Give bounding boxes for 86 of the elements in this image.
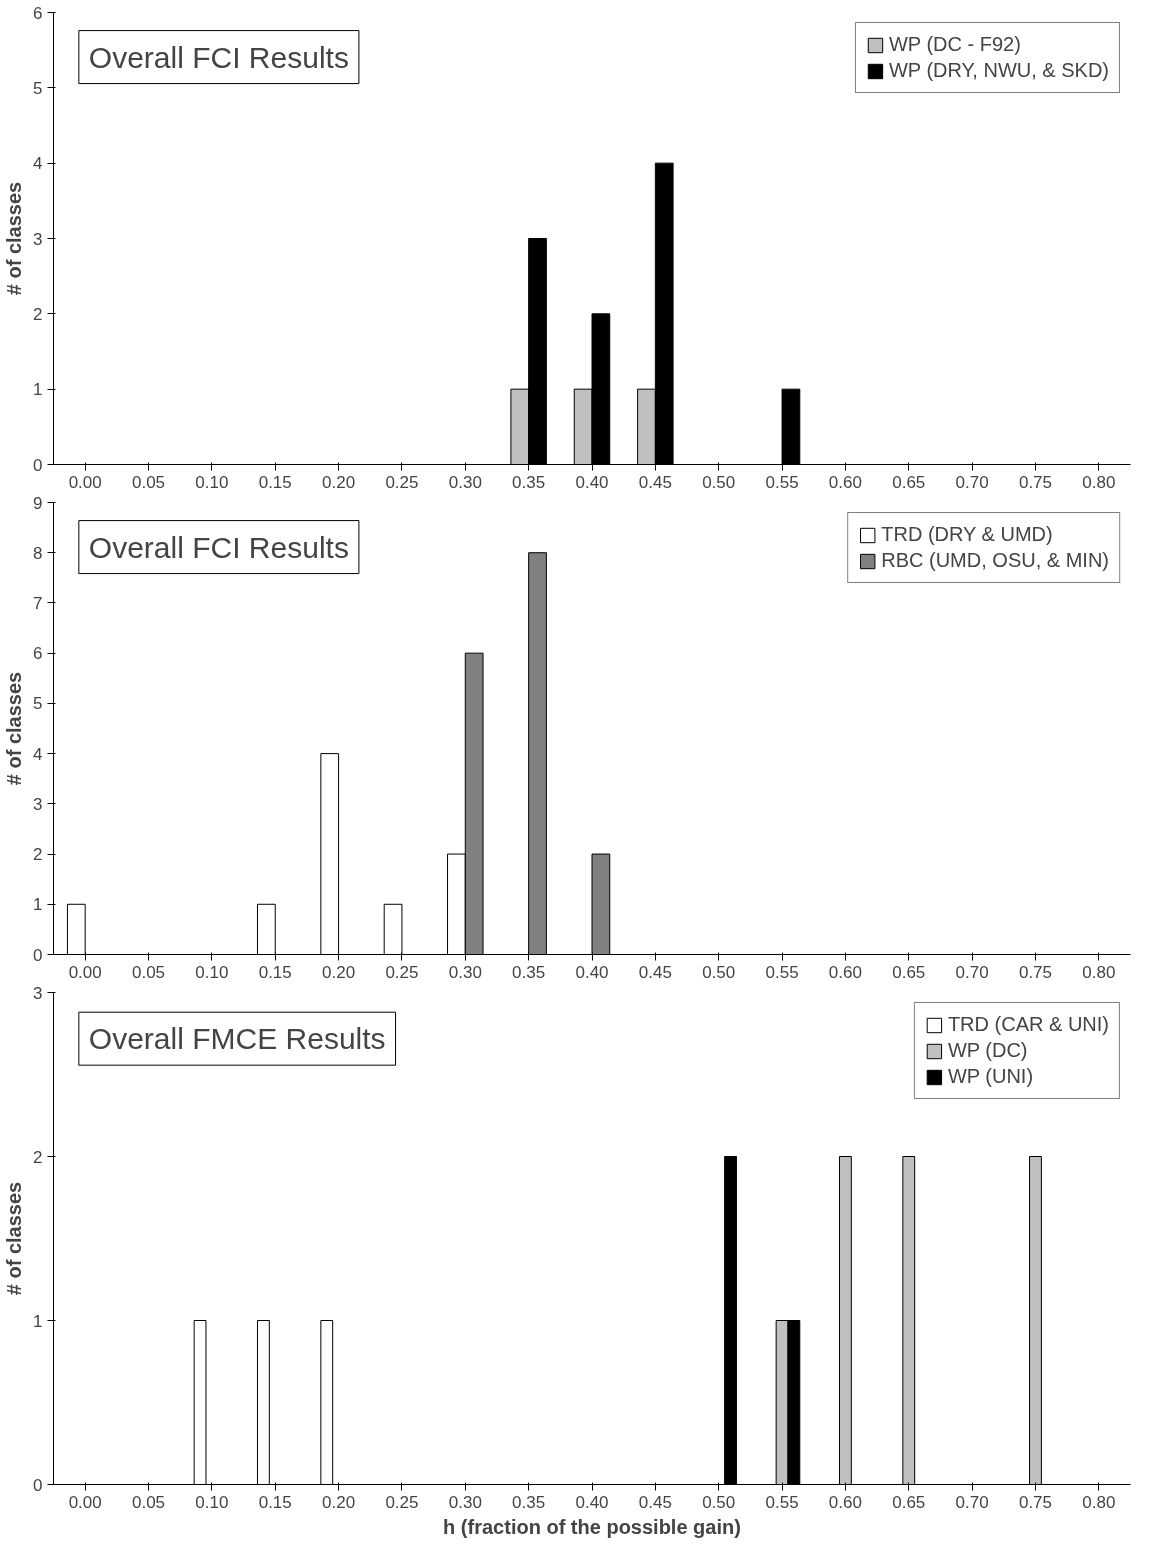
y-tick-label: 1 xyxy=(33,1311,43,1331)
x-tick-label: 0.40 xyxy=(575,1492,609,1512)
x-tick-label: 0.45 xyxy=(638,1492,672,1512)
y-tick-label: 8 xyxy=(33,543,43,563)
y-tick-label: 2 xyxy=(33,845,43,865)
x-tick-label: 0.35 xyxy=(512,962,546,982)
x-tick-label: 0.55 xyxy=(765,472,799,492)
x-tick-label: 0.10 xyxy=(195,1492,229,1512)
x-tick-label: 0.05 xyxy=(131,472,166,492)
legend-label: WP (DRY, NWU, & SKD) xyxy=(888,59,1109,82)
x-tick-label: 0.50 xyxy=(702,962,736,982)
x-tick-label: 0.15 xyxy=(258,962,292,982)
y-tick-label: 7 xyxy=(33,593,43,613)
y-tick-label: 1 xyxy=(33,895,43,915)
x-tick-label: 0.20 xyxy=(322,472,356,492)
y-tick-label: 3 xyxy=(33,229,43,249)
x-tick-label: 0.45 xyxy=(638,472,672,492)
x-tick-label: 0.65 xyxy=(892,962,926,982)
text: Overall FCI Results xyxy=(88,40,349,74)
x-tick-label: 0.50 xyxy=(702,472,736,492)
x-tick-label: 0.55 xyxy=(765,1492,799,1512)
x-tick-label: 0.65 xyxy=(892,472,926,492)
text: Overall FCI Results xyxy=(88,530,349,564)
x-tick-label: 0.00 xyxy=(68,472,102,492)
x-tick-label: 0.25 xyxy=(385,962,419,982)
x-tick-label: 0.15 xyxy=(258,472,292,492)
y-axis-title: # of classes xyxy=(3,1181,26,1296)
y-tick-label: 4 xyxy=(33,154,43,174)
text: Overall FMCE Results xyxy=(88,1022,386,1056)
x-tick-label: 0.75 xyxy=(1018,962,1053,982)
y-tick-label: 2 xyxy=(33,1147,43,1167)
x-tick-label: 0.65 xyxy=(892,1492,926,1512)
x-axis-title: h (fraction of the possible gain) xyxy=(443,1515,741,1538)
y-axis-title: # of classes xyxy=(3,671,26,786)
y-tick-label: 4 xyxy=(33,744,43,764)
x-tick-label: 0.70 xyxy=(955,1492,989,1512)
y-tick-label: 3 xyxy=(33,794,43,814)
x-tick-label: 0.30 xyxy=(448,1492,482,1512)
x-tick-label: 0.50 xyxy=(702,1492,736,1512)
legend-label: WP (DC) xyxy=(947,1039,1028,1062)
y-tick-label: 9 xyxy=(33,493,43,513)
x-tick-label: 0.40 xyxy=(575,472,609,492)
x-tick-label: 0.35 xyxy=(512,472,546,492)
x-tick-label: 0.60 xyxy=(828,1492,862,1512)
y-tick-label: 0 xyxy=(33,945,43,965)
x-tick-label: 0.40 xyxy=(575,962,609,982)
y-tick-label: 2 xyxy=(33,304,43,324)
y-tick-label: 6 xyxy=(33,3,43,23)
x-tick-label: 0.80 xyxy=(1082,472,1116,492)
x-tick-label: 0.80 xyxy=(1082,1492,1116,1512)
y-tick-label: 1 xyxy=(33,380,43,400)
x-tick-label: 0.35 xyxy=(512,1492,546,1512)
legend-label: TRD (CAR & UNI) xyxy=(947,1013,1109,1036)
x-tick-label: 0.75 xyxy=(1018,472,1053,492)
x-tick-label: 0.45 xyxy=(638,962,672,982)
x-tick-label: 0.60 xyxy=(828,472,862,492)
legend-label: TRD (DRY & UMD) xyxy=(881,523,1053,546)
y-tick-label: 6 xyxy=(33,644,43,664)
y-tick-label: 0 xyxy=(33,1475,43,1495)
x-tick-label: 0.05 xyxy=(131,1492,166,1512)
x-tick-label: 0.75 xyxy=(1018,1492,1053,1512)
x-tick-label: 0.60 xyxy=(828,962,862,982)
y-tick-label: 5 xyxy=(33,694,43,714)
x-tick-label: 0.70 xyxy=(955,472,989,492)
x-tick-label: 0.25 xyxy=(385,1492,419,1512)
x-tick-label: 0.30 xyxy=(448,472,482,492)
x-tick-label: 0.05 xyxy=(131,962,166,982)
legend-label: WP (UNI) xyxy=(947,1065,1034,1088)
x-tick-label: 0.25 xyxy=(385,472,419,492)
y-axis-title: # of classes xyxy=(3,181,26,296)
y-tick-label: 3 xyxy=(33,983,43,1003)
y-tick-label: 0 xyxy=(33,455,43,475)
legend-label: WP (DC - F92) xyxy=(888,33,1021,56)
x-tick-label: 0.10 xyxy=(195,472,229,492)
x-tick-label: 0.30 xyxy=(448,962,482,982)
x-tick-label: 0.15 xyxy=(258,1492,292,1512)
x-tick-label: 0.00 xyxy=(68,1492,102,1512)
x-tick-label: 0.00 xyxy=(68,962,102,982)
x-tick-label: 0.80 xyxy=(1082,962,1116,982)
x-tick-label: 0.70 xyxy=(955,962,989,982)
x-tick-label: 0.55 xyxy=(765,962,799,982)
y-tick-label: 5 xyxy=(33,78,43,98)
legend-label: RBC (UMD, OSU, & MIN) xyxy=(881,549,1109,572)
x-tick-label: 0.20 xyxy=(322,962,356,982)
x-tick-label: 0.10 xyxy=(195,962,229,982)
x-tick-label: 0.20 xyxy=(322,1492,356,1512)
